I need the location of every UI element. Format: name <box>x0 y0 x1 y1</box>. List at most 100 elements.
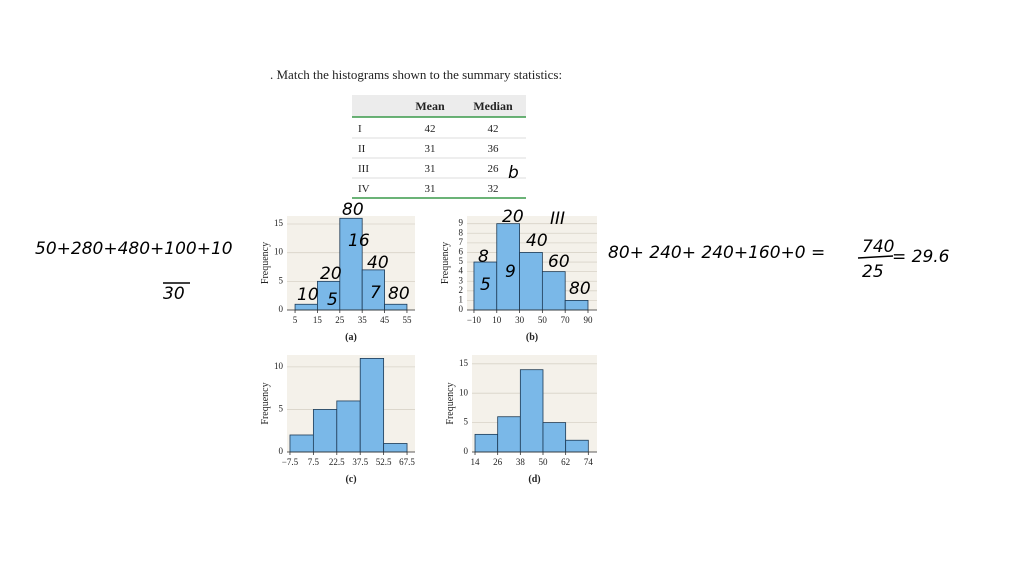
handwritten-note: 20 <box>320 264 342 284</box>
y-tick-label: 6 <box>459 247 464 257</box>
table-column: Mean <box>415 99 445 113</box>
x-tick-label: 45 <box>380 315 390 325</box>
table-cell: IV <box>358 183 370 195</box>
handwritten-note: 5 <box>480 275 491 295</box>
handwritten-note: 16 <box>348 231 370 251</box>
bar <box>564 300 589 311</box>
caption: (a) <box>345 332 357 343</box>
x-tick-label: 50 <box>538 315 548 325</box>
bar <box>541 271 566 311</box>
bar <box>497 416 521 453</box>
handwritten-note: 80 <box>569 279 591 299</box>
handwritten-note: 80 <box>388 284 410 304</box>
x-tick-label: −10 <box>467 315 482 325</box>
table-cell: III <box>358 163 369 175</box>
y-tick-label: 1 <box>459 294 464 304</box>
x-tick-label: 37.5 <box>352 457 368 467</box>
handwritten-note: 20 <box>502 207 524 227</box>
y-tick-label: 10 <box>459 387 469 397</box>
handwritten-note: 740 <box>862 237 894 257</box>
table-cell: 31 <box>425 183 436 195</box>
caption: (b) <box>526 332 538 343</box>
x-tick-label: 30 <box>515 315 525 325</box>
y-axis-label: Frequency <box>260 382 271 424</box>
x-tick-label: 38 <box>516 457 526 467</box>
x-tick-label: 10 <box>492 315 502 325</box>
table-cell: 31 <box>425 143 436 155</box>
bar <box>565 439 589 453</box>
bar <box>519 369 544 453</box>
x-tick-label: 26 <box>493 457 503 467</box>
bar <box>519 252 543 311</box>
question: . Match the histograms shown to the summ… <box>270 67 562 82</box>
x-tick-label: −7.5 <box>282 457 299 467</box>
x-tick-label: 50 <box>538 457 548 467</box>
handwritten-note: III <box>550 209 565 229</box>
y-tick-label: 4 <box>459 266 464 276</box>
y-tick-label: 5 <box>279 404 284 414</box>
handwritten-note: 10 <box>297 285 319 305</box>
table-cell: 42 <box>425 123 436 135</box>
y-tick-label: 5 <box>279 275 284 285</box>
y-tick-label: 9 <box>459 218 464 228</box>
y-tick-label: 5 <box>459 256 464 266</box>
y-axis-label: Frequency <box>445 382 456 424</box>
handwritten-note: 60 <box>548 252 570 272</box>
x-tick-label: 52.5 <box>376 457 392 467</box>
table-cell: 32 <box>488 183 499 195</box>
y-tick-label: 10 <box>274 361 284 371</box>
caption: (c) <box>345 474 356 485</box>
x-tick-label: 14 <box>471 457 481 467</box>
handwritten-note: 30 <box>163 284 185 304</box>
y-tick-label: 10 <box>274 247 284 257</box>
y-tick-label: 0 <box>459 304 464 314</box>
y-tick-label: 0 <box>464 446 469 456</box>
table-cell: I <box>358 123 362 135</box>
table-cell: 26 <box>488 163 500 175</box>
handwritten-note: 8 <box>478 247 489 267</box>
y-tick-label: 0 <box>279 446 284 456</box>
bar <box>359 358 385 453</box>
y-tick-label: 8 <box>459 227 464 237</box>
y-tick-label: 5 <box>464 417 469 427</box>
bar <box>312 409 338 453</box>
bar <box>383 443 408 453</box>
x-tick-label: 70 <box>561 315 571 325</box>
table-cell: II <box>358 143 366 155</box>
handwritten-note: 25 <box>862 262 884 282</box>
caption: (d) <box>528 474 540 485</box>
handwritten-note: 5 <box>327 290 338 310</box>
bar <box>336 400 361 453</box>
x-tick-label: 74 <box>584 457 594 467</box>
bar <box>474 433 499 453</box>
y-tick-label: 15 <box>274 218 284 228</box>
x-tick-label: 7.5 <box>308 457 320 467</box>
table-cell: 31 <box>425 163 436 175</box>
y-axis-label: Frequency <box>260 242 271 284</box>
table-cell: 42 <box>488 123 499 135</box>
bar <box>294 303 318 311</box>
x-tick-label: 90 <box>583 315 593 325</box>
table-column: Median <box>473 99 513 113</box>
y-tick-label: 0 <box>279 304 284 314</box>
x-tick-label: 25 <box>335 315 345 325</box>
y-tick-label: 7 <box>459 237 464 247</box>
handwritten-note: b <box>508 163 519 183</box>
table-header-bg <box>352 95 526 117</box>
y-axis-label: Frequency <box>440 242 451 284</box>
bar <box>542 422 567 453</box>
fraction-bar <box>857 255 894 259</box>
x-tick-label: 5 <box>293 315 298 325</box>
x-tick-label: 55 <box>402 315 412 325</box>
handwritten-note: 7 <box>370 283 381 303</box>
x-tick-label: 35 <box>358 315 368 325</box>
x-tick-label: 22.5 <box>329 457 345 467</box>
handwritten-note: 80 <box>342 200 364 220</box>
handwritten-note: 80+ 240+ 240+160+0 = <box>608 243 825 263</box>
y-tick-label: 3 <box>459 275 464 285</box>
handwritten-note: 40 <box>526 231 548 251</box>
handwritten-note: 9 <box>505 262 516 282</box>
handwritten-note: 50+280+480+100+10 <box>35 239 233 259</box>
bar <box>384 303 408 311</box>
